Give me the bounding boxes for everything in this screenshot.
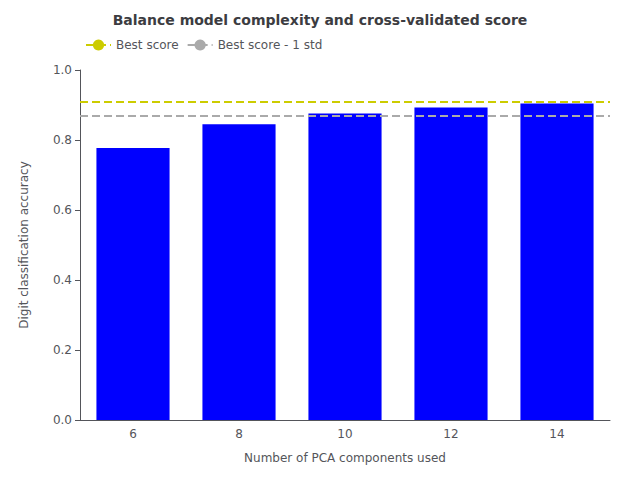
- svg-text:0.8: 0.8: [53, 133, 72, 147]
- svg-text:1.0: 1.0: [53, 63, 72, 77]
- svg-text:Number of PCA components used: Number of PCA components used: [244, 451, 446, 465]
- svg-text:12: 12: [443, 427, 458, 441]
- svg-text:10: 10: [337, 427, 352, 441]
- svg-text:0.0: 0.0: [53, 413, 72, 427]
- svg-text:Best score - 1 std: Best score - 1 std: [218, 38, 323, 52]
- svg-text:8: 8: [235, 427, 243, 441]
- svg-text:0.6: 0.6: [53, 203, 72, 217]
- svg-text:0.2: 0.2: [53, 343, 72, 357]
- svg-text:Best score: Best score: [116, 38, 179, 52]
- svg-text:6: 6: [129, 427, 137, 441]
- svg-text:14: 14: [549, 427, 564, 441]
- svg-text:0.4: 0.4: [53, 273, 72, 287]
- svg-text:Digit classification accuracy: Digit classification accuracy: [17, 161, 31, 329]
- svg-text:Balance model complexity and c: Balance model complexity and cross-valid…: [113, 12, 528, 28]
